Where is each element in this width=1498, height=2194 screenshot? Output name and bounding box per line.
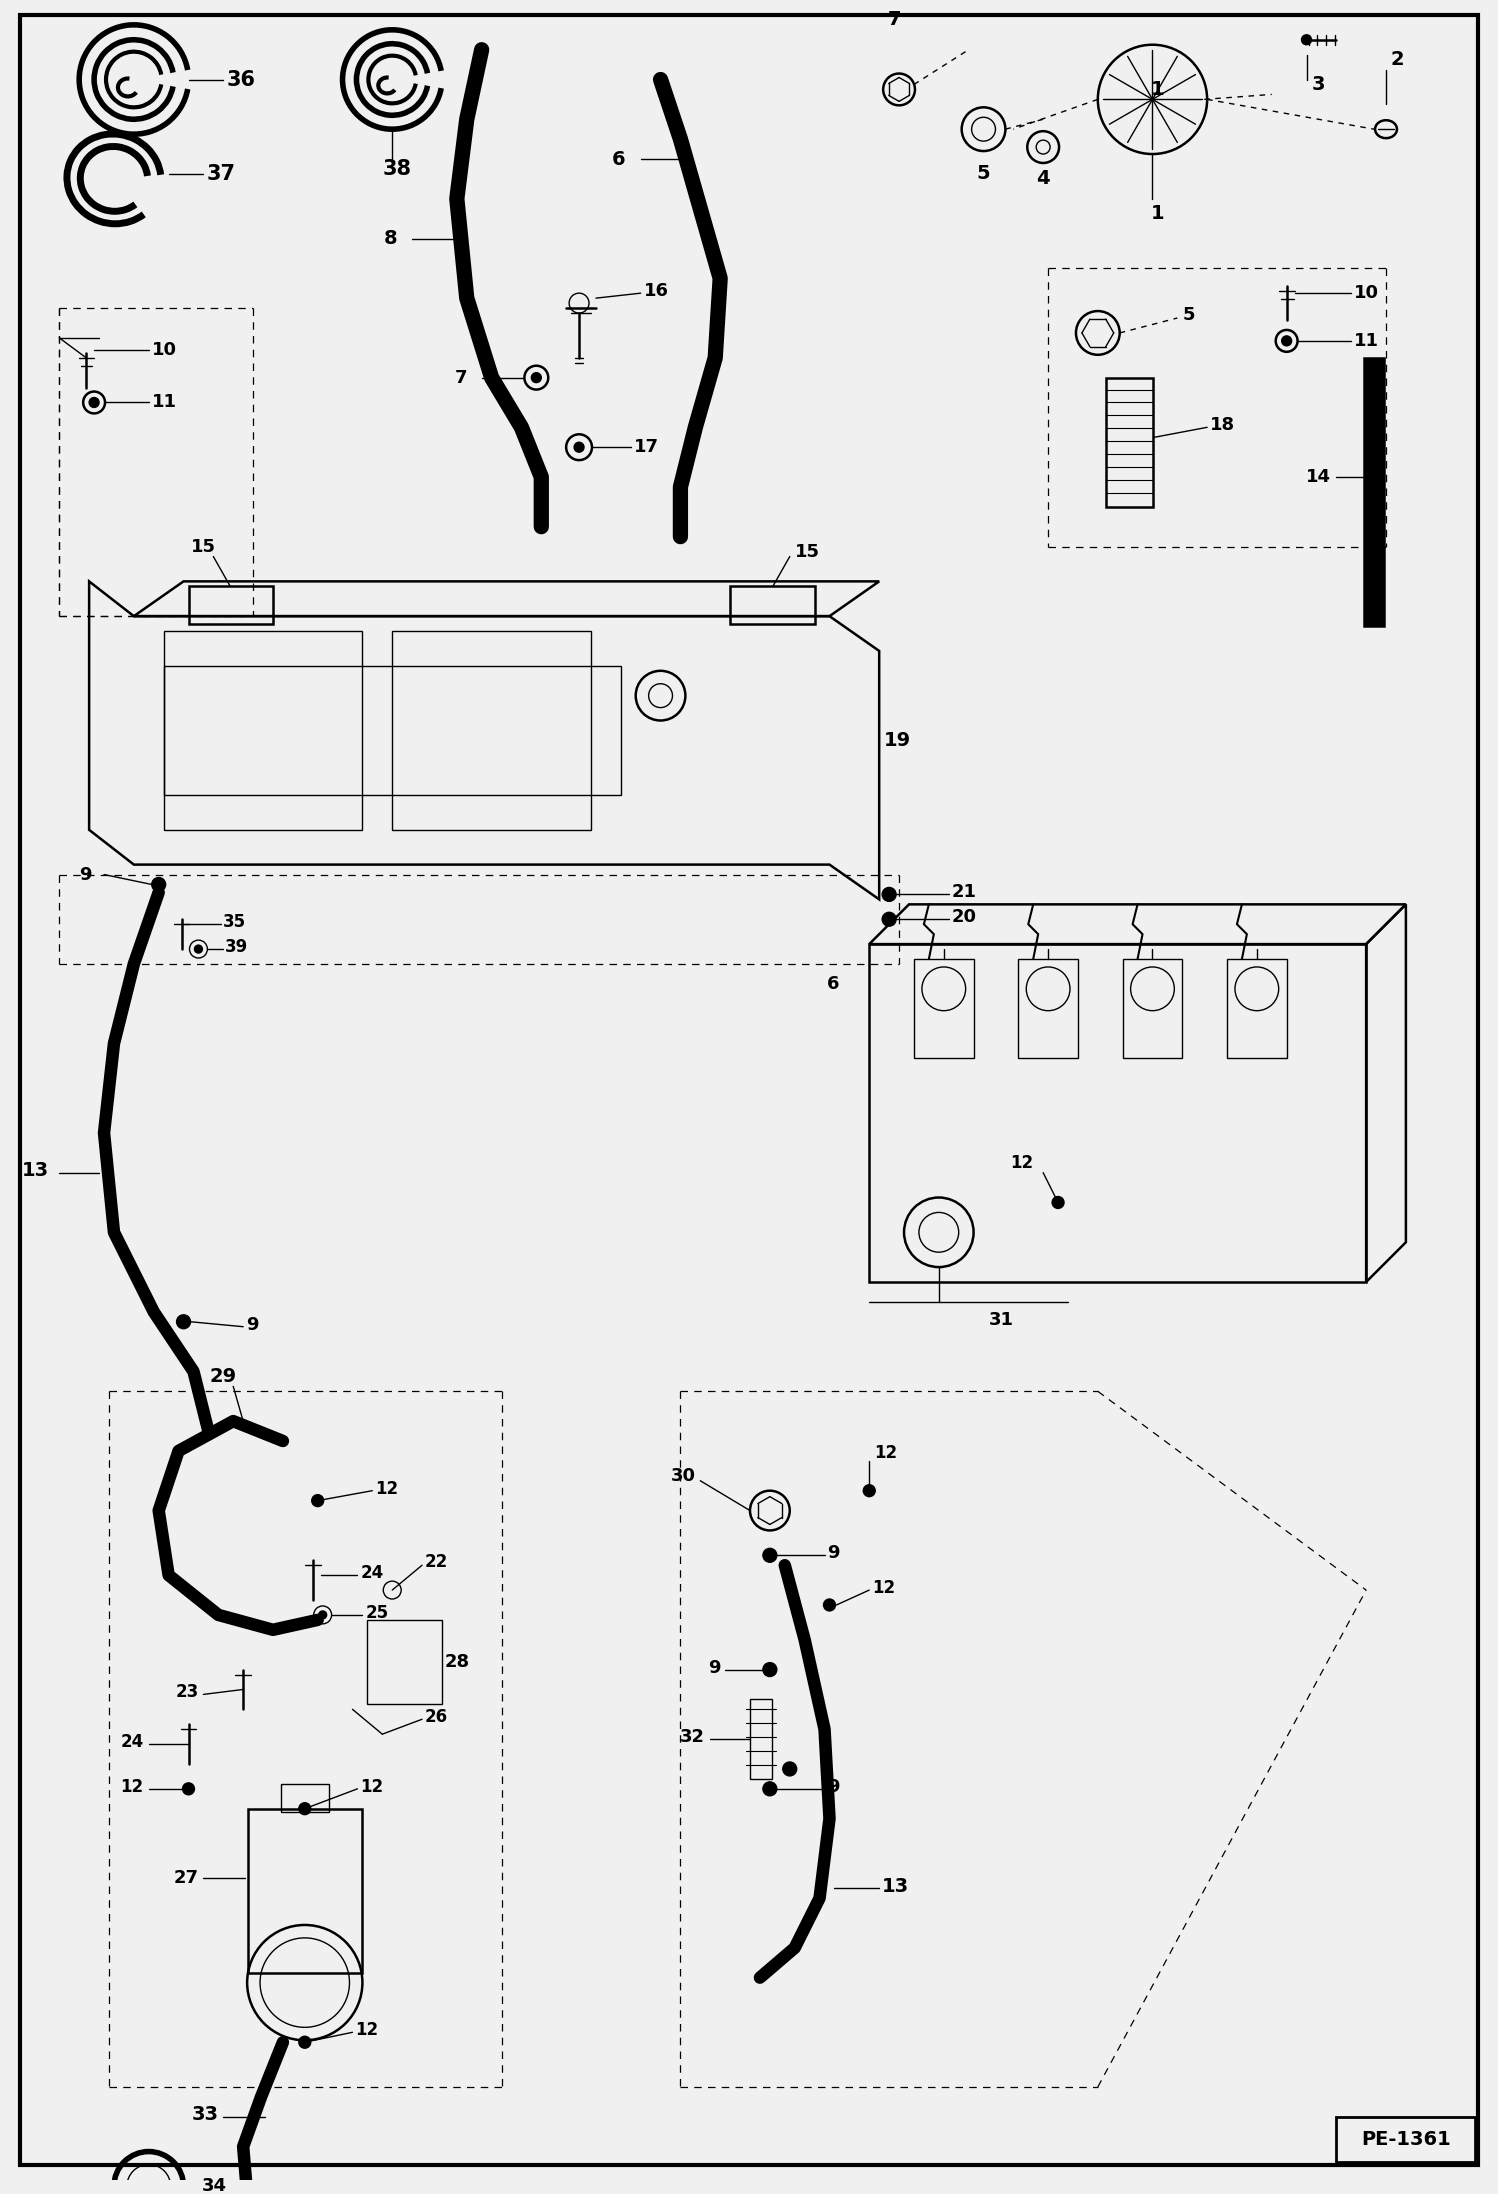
Bar [392, 632, 592, 829]
Circle shape [762, 1663, 777, 1676]
Text: 16: 16 [644, 283, 668, 301]
Text: 1: 1 [1150, 79, 1164, 99]
Circle shape [882, 913, 896, 926]
Text: 37: 37 [207, 165, 235, 184]
Bar [1365, 358, 1384, 625]
Bar [1106, 377, 1153, 507]
Circle shape [1302, 35, 1311, 44]
Text: 9: 9 [79, 867, 91, 884]
Text: 17: 17 [634, 439, 659, 456]
Text: 22: 22 [425, 1553, 448, 1571]
Text: 12: 12 [361, 1777, 383, 1797]
Text: 1: 1 [1150, 204, 1164, 224]
Circle shape [183, 1784, 195, 1795]
Text: 25: 25 [366, 1604, 388, 1621]
Text: 5: 5 [977, 165, 990, 184]
Text: 31: 31 [989, 1310, 1014, 1330]
Text: 15: 15 [190, 538, 216, 555]
Text: 12: 12 [1010, 1154, 1034, 1172]
Text: 11: 11 [151, 393, 177, 412]
Text: 26: 26 [425, 1709, 448, 1727]
Text: 7: 7 [887, 11, 900, 29]
Text: 34: 34 [201, 2176, 226, 2194]
Circle shape [298, 1803, 310, 1814]
Bar [750, 1700, 771, 1779]
Text: 9: 9 [246, 1316, 259, 1334]
Text: 13: 13 [882, 1876, 909, 1896]
Text: 38: 38 [382, 158, 412, 180]
Circle shape [824, 1599, 836, 1610]
Text: 23: 23 [175, 1683, 198, 1700]
Text: 5: 5 [1182, 305, 1195, 325]
Bar [367, 1619, 442, 1705]
Bar [1227, 959, 1287, 1058]
Circle shape [762, 1782, 777, 1795]
Circle shape [863, 1485, 875, 1496]
Text: 12: 12 [376, 1479, 398, 1499]
Bar [1122, 959, 1182, 1058]
Text: 12: 12 [875, 1444, 897, 1461]
Text: 2: 2 [1392, 50, 1405, 70]
Text: 7: 7 [454, 369, 467, 386]
Text: 21: 21 [951, 884, 977, 902]
Circle shape [88, 397, 99, 408]
Circle shape [151, 878, 166, 891]
Text: 15: 15 [795, 542, 819, 559]
Circle shape [312, 1494, 324, 1507]
Circle shape [177, 1314, 190, 1330]
Bar [1019, 959, 1079, 1058]
Bar [914, 959, 974, 1058]
Text: 19: 19 [884, 731, 911, 750]
Text: 9: 9 [707, 1659, 721, 1676]
Bar [249, 1808, 363, 1972]
Text: 14: 14 [1306, 467, 1332, 487]
Text: 13: 13 [22, 1161, 49, 1180]
Text: 24: 24 [361, 1564, 383, 1582]
Text: 6: 6 [613, 149, 626, 169]
Text: 18: 18 [1210, 417, 1236, 434]
Circle shape [574, 443, 584, 452]
Bar [163, 632, 363, 829]
Text: 20: 20 [951, 908, 977, 926]
Bar [1336, 2117, 1476, 2163]
Bar [730, 586, 815, 623]
Circle shape [1052, 1196, 1064, 1209]
Circle shape [762, 1549, 777, 1562]
Text: 10: 10 [1354, 285, 1380, 303]
Circle shape [195, 946, 202, 952]
Circle shape [532, 373, 541, 382]
Text: 4: 4 [1037, 169, 1050, 189]
Circle shape [298, 2036, 310, 2049]
Text: 6: 6 [827, 974, 839, 994]
Circle shape [882, 886, 896, 902]
Text: 27: 27 [174, 1869, 198, 1887]
Text: 24: 24 [120, 1733, 144, 1751]
Text: 35: 35 [223, 913, 246, 930]
Text: 33: 33 [192, 2106, 219, 2124]
Circle shape [1282, 336, 1291, 347]
Circle shape [319, 1610, 327, 1619]
Text: 12: 12 [121, 1777, 144, 1797]
Text: 29: 29 [210, 1367, 237, 1387]
Text: 32: 32 [680, 1729, 706, 1746]
Text: 36: 36 [226, 70, 255, 90]
Text: 8: 8 [383, 228, 397, 248]
Bar [282, 1784, 328, 1812]
Text: 39: 39 [225, 939, 249, 957]
Text: 12: 12 [872, 1580, 896, 1597]
Text: 11: 11 [1354, 331, 1380, 349]
Text: 30: 30 [670, 1468, 695, 1485]
Text: 9: 9 [827, 1545, 840, 1562]
Text: 12: 12 [355, 2021, 379, 2038]
Bar [163, 665, 620, 794]
Text: 3: 3 [1311, 75, 1326, 94]
Text: PE-1361: PE-1361 [1362, 2130, 1450, 2150]
Text: 9: 9 [827, 1777, 840, 1797]
Circle shape [783, 1762, 797, 1775]
Text: 10: 10 [151, 340, 177, 360]
Text: 28: 28 [445, 1652, 470, 1670]
Bar [189, 586, 273, 623]
